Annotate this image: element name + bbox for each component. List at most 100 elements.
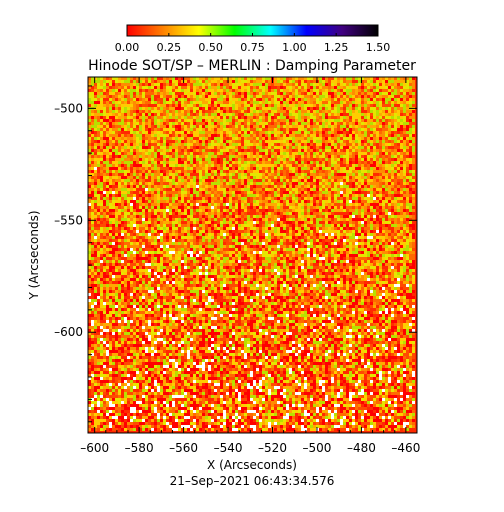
heatmap-cell: [97, 125, 100, 128]
heatmap-cell: [223, 206, 226, 209]
heatmap-cell: [277, 215, 280, 218]
heatmap-cell: [94, 122, 97, 125]
heatmap-cell: [106, 122, 109, 125]
heatmap-cell: [154, 149, 157, 152]
heatmap-cell: [172, 170, 175, 173]
heatmap-cell: [187, 113, 190, 116]
heatmap-cell: [160, 122, 163, 125]
heatmap-cell: [220, 215, 223, 218]
heatmap-cell: [268, 128, 271, 131]
heatmap-cell: [331, 224, 334, 227]
heatmap-cell: [238, 116, 241, 119]
heatmap-cell: [145, 80, 148, 83]
heatmap-cell: [388, 80, 391, 83]
heatmap-cell: [124, 77, 127, 80]
heatmap-cell: [319, 167, 322, 170]
heatmap-cell: [361, 206, 364, 209]
heatmap-cell: [409, 92, 412, 95]
heatmap-cell: [124, 122, 127, 125]
heatmap-cell: [334, 221, 337, 224]
heatmap-cell: [223, 197, 226, 200]
heatmap-cell: [91, 83, 94, 86]
heatmap-cell: [145, 110, 148, 113]
heatmap-cell: [328, 113, 331, 116]
heatmap-cell: [376, 113, 379, 116]
heatmap-cell: [352, 155, 355, 158]
heatmap-cell: [139, 146, 142, 149]
heatmap-cell: [118, 104, 121, 107]
heatmap-cell: [235, 206, 238, 209]
heatmap-cell: [199, 182, 202, 185]
heatmap-cell: [178, 131, 181, 134]
heatmap-cell: [391, 140, 394, 143]
heatmap-cell: [211, 212, 214, 215]
heatmap-cell: [181, 122, 184, 125]
heatmap-cell: [271, 212, 274, 215]
heatmap-cell: [133, 119, 136, 122]
heatmap-cell: [106, 161, 109, 164]
heatmap-cell: [274, 98, 277, 101]
heatmap-cell: [319, 209, 322, 212]
heatmap-cell: [304, 128, 307, 131]
heatmap-cell: [328, 179, 331, 182]
heatmap-cell: [88, 167, 91, 170]
heatmap-cell: [271, 215, 274, 218]
heatmap-cell: [259, 110, 262, 113]
heatmap-cell: [130, 89, 133, 92]
heatmap-cell: [97, 188, 100, 191]
heatmap-cell: [304, 122, 307, 125]
heatmap-cell: [265, 182, 268, 185]
heatmap-cell: [223, 125, 226, 128]
heatmap-cell: [277, 86, 280, 89]
heatmap-cell: [346, 137, 349, 140]
heatmap-cell: [388, 86, 391, 89]
heatmap-cell: [241, 95, 244, 98]
heatmap-cell: [310, 191, 313, 194]
heatmap-cell: [226, 140, 229, 143]
heatmap-cell: [121, 155, 124, 158]
heatmap-cell: [163, 158, 166, 161]
heatmap-cell: [331, 158, 334, 161]
heatmap-cell: [175, 80, 178, 83]
heatmap-cell: [373, 221, 376, 224]
heatmap-cell: [295, 134, 298, 137]
heatmap-cell: [286, 197, 289, 200]
heatmap-cell: [277, 176, 280, 179]
heatmap-cell: [115, 227, 118, 230]
heatmap-cell: [274, 152, 277, 155]
heatmap-cell: [337, 89, 340, 92]
heatmap-cell: [166, 161, 169, 164]
heatmap-cell: [223, 80, 226, 83]
heatmap-cell: [310, 221, 313, 224]
heatmap-cell: [151, 113, 154, 116]
heatmap-cell: [289, 155, 292, 158]
heatmap-cell: [151, 167, 154, 170]
heatmap-cell: [391, 188, 394, 191]
heatmap-cell: [100, 146, 103, 149]
heatmap-cell: [253, 179, 256, 182]
heatmap-cell: [133, 221, 136, 224]
heatmap-cell: [391, 143, 394, 146]
heatmap-cell: [181, 83, 184, 86]
heatmap-cell: [280, 179, 283, 182]
heatmap-cell: [337, 143, 340, 146]
heatmap-cell: [100, 215, 103, 218]
heatmap-cell: [139, 203, 142, 206]
heatmap-cell: [112, 128, 115, 131]
heatmap-cell: [277, 170, 280, 173]
heatmap-cell: [169, 113, 172, 116]
heatmap-cell: [154, 206, 157, 209]
heatmap-cell: [397, 167, 400, 170]
heatmap-cell: [397, 161, 400, 164]
heatmap-cell: [142, 197, 145, 200]
heatmap-cell: [301, 89, 304, 92]
heatmap-cell: [319, 182, 322, 185]
heatmap-cell: [265, 80, 268, 83]
heatmap-cell: [346, 197, 349, 200]
heatmap-cell: [379, 143, 382, 146]
heatmap-cell: [238, 110, 241, 113]
heatmap-cell: [265, 146, 268, 149]
heatmap-cell: [160, 173, 163, 176]
heatmap-cell: [355, 185, 358, 188]
heatmap-cell: [166, 185, 169, 188]
